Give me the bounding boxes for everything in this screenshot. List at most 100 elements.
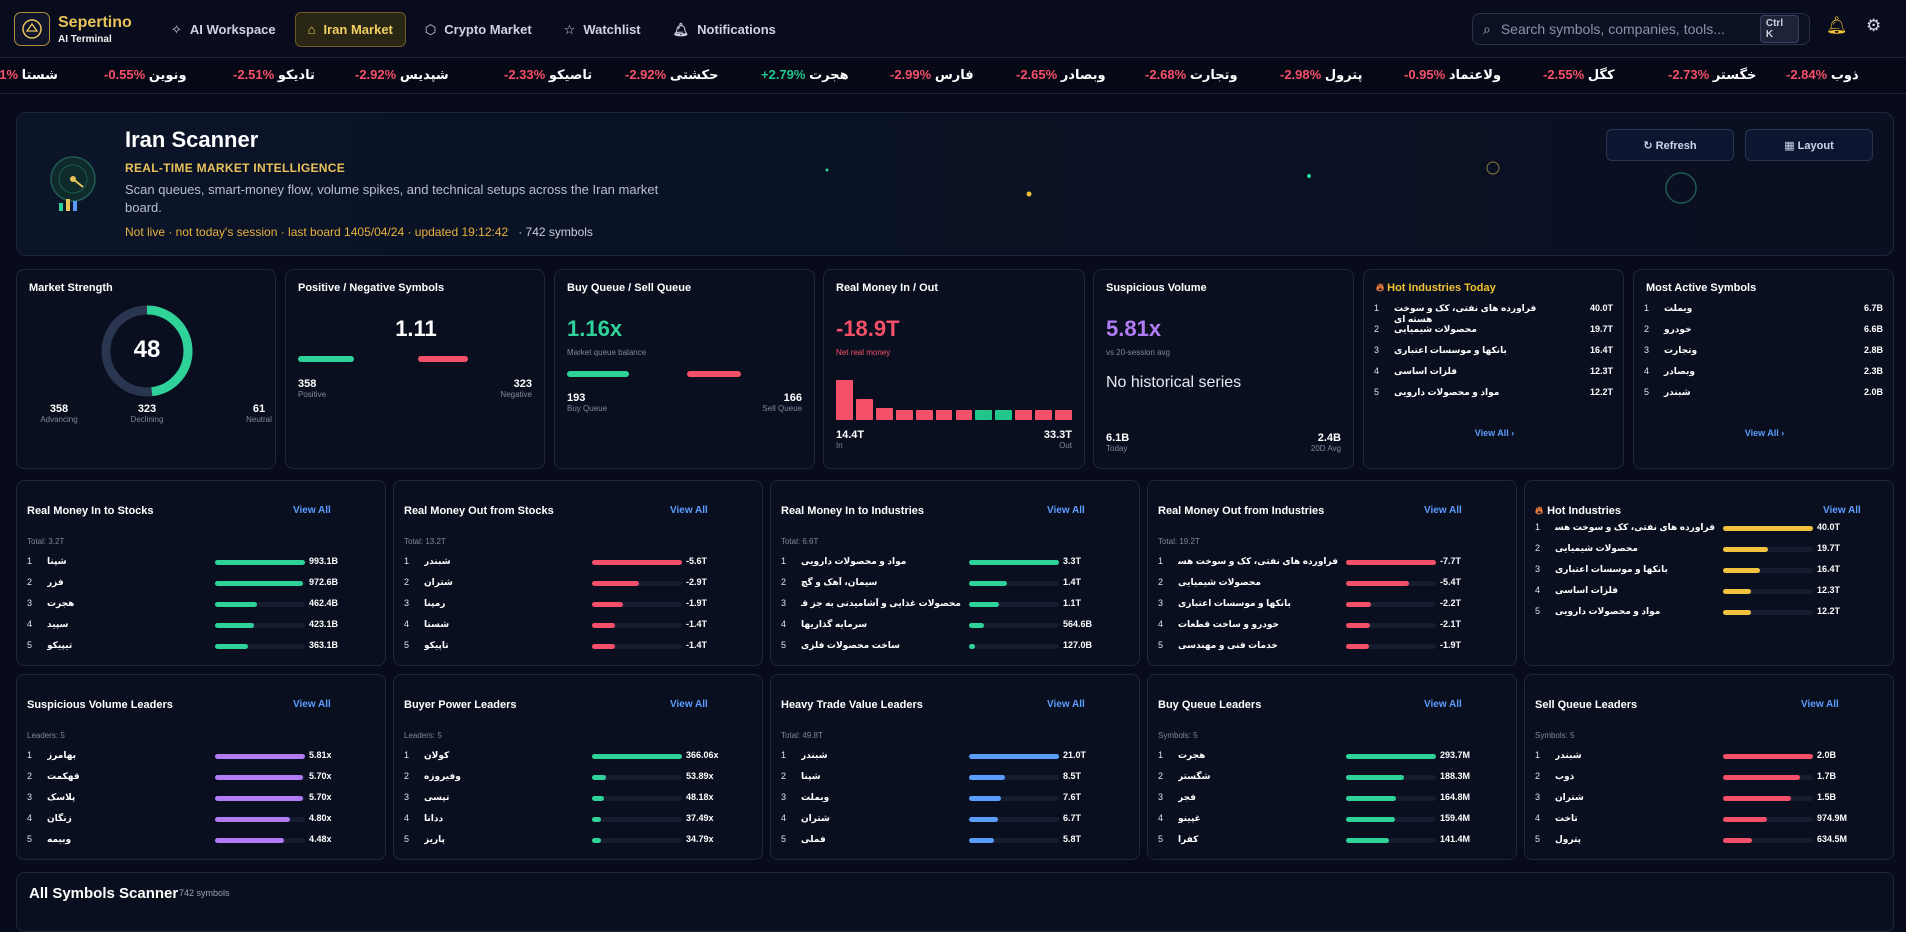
- ticker-item[interactable]: +2.79% هجرت: [761, 67, 849, 83]
- view-all-link[interactable]: View All ›: [1744, 428, 1785, 438]
- table-row[interactable]: 1 شبندر 2.0B: [1535, 749, 1873, 763]
- list-item[interactable]: 5 مواد و محصولات دارویی 12.2T: [1374, 387, 1613, 401]
- table-row[interactable]: 4 ددانا 37.49x: [404, 812, 742, 826]
- table-row[interactable]: 1 فراورده های نفتی، کک و سوخت هسته ای 40.0…: [1535, 521, 1873, 535]
- list-item[interactable]: 1 وبملت 6.7B: [1644, 303, 1883, 317]
- table-row[interactable]: 1 شبندر 21.0T: [781, 749, 1119, 763]
- table-row[interactable]: 2 ذوب 1.7B: [1535, 770, 1873, 784]
- table-row[interactable]: 4 شتران 6.7T: [781, 812, 1119, 826]
- table-row[interactable]: 1 شپنا 993.1B: [27, 555, 365, 569]
- list-item[interactable]: 3 وتجارت 2.8B: [1644, 345, 1883, 359]
- table-row[interactable]: 3 رمپنا -1.9T: [404, 597, 742, 611]
- ticker-item[interactable]: -2.33% تاصیکو: [504, 67, 592, 83]
- table-row[interactable]: 5 خدمات فنی و مهندسی -1.9T: [1158, 639, 1496, 653]
- ticker-item[interactable]: -2.92% شپدیس: [355, 67, 449, 83]
- table-row[interactable]: 3 بانکها و موسسات اعتباری -2.2T: [1158, 597, 1496, 611]
- table-row[interactable]: 1 شبندر -5.6T: [404, 555, 742, 569]
- table-row[interactable]: 5 پترول 634.5M: [1535, 833, 1873, 847]
- table-row[interactable]: 1 کولان 366.06x: [404, 749, 742, 763]
- table-row[interactable]: 5 تیپیکو 363.1B: [27, 639, 365, 653]
- view-all-link[interactable]: View All: [1801, 699, 1839, 710]
- table-row[interactable]: 4 سرمایه گذاریها 564.6B: [781, 618, 1119, 632]
- list-item[interactable]: 2 محصولات شیمیایی 19.7T: [1374, 324, 1613, 338]
- notification-bell-icon[interactable]: 🔔︎: [1826, 16, 1848, 35]
- table-row[interactable]: 3 هجرت 462.4B: [27, 597, 365, 611]
- table-row[interactable]: 5 تاپیکو -1.4T: [404, 639, 742, 653]
- table-row[interactable]: 2 شگستر 188.3M: [1158, 770, 1496, 784]
- table-row[interactable]: 3 محصولات غذایی و آشامیدنی به جز قند و شک…: [781, 597, 1119, 611]
- table-row[interactable]: 4 تاخت 974.9M: [1535, 812, 1873, 826]
- ticker-item[interactable]: -2.51% تادیکو: [233, 67, 315, 83]
- list-item[interactable]: 4 فلزات اساسی 12.3T: [1374, 366, 1613, 380]
- view-all-link[interactable]: View All: [1047, 699, 1085, 710]
- table-row[interactable]: 4 زنگان 4.80x: [27, 812, 365, 826]
- table-row[interactable]: 2 فزر 972.6B: [27, 576, 365, 590]
- table-row[interactable]: 4 غپینو 159.4M: [1158, 812, 1496, 826]
- table-row[interactable]: 5 فملی 5.8T: [781, 833, 1119, 847]
- ticker-item[interactable]: -2.55% کگل: [1543, 67, 1615, 83]
- nav-crypto-market[interactable]: ⬡ Crypto Market: [412, 12, 545, 47]
- table-row[interactable]: 4 فلزات اساسی 12.3T: [1535, 584, 1873, 598]
- table-row[interactable]: 4 خودرو و ساخت قطعات -2.1T: [1158, 618, 1496, 632]
- table-row[interactable]: 2 شپنا 8.5T: [781, 770, 1119, 784]
- ticker-item[interactable]: -2.99% فارس: [890, 67, 974, 83]
- view-all-link[interactable]: View All: [1424, 699, 1462, 710]
- view-all-link[interactable]: View All: [1047, 505, 1085, 516]
- view-all-link[interactable]: View All: [1424, 505, 1462, 516]
- view-all-link[interactable]: View All: [293, 505, 331, 516]
- table-row[interactable]: 2 شتران -2.9T: [404, 576, 742, 590]
- ticker-item[interactable]: -2.98% پترول: [1280, 67, 1362, 83]
- view-all-link[interactable]: View All: [1823, 505, 1861, 516]
- view-all-link[interactable]: View All: [670, 505, 708, 516]
- list-item[interactable]: 1 فراورده های نفتی، کک و سوخت هسته ای 40.0…: [1374, 303, 1613, 324]
- nav-iran-market[interactable]: ⌂ Iran Market: [294, 12, 406, 47]
- table-row[interactable]: 1 فراورده های نفتی، کک و سوخت هسته ای -7.7…: [1158, 555, 1496, 569]
- table-row[interactable]: 5 کفرا 141.4M: [1158, 833, 1496, 847]
- nav-ai-workspace[interactable]: ✧ AI Workspace: [158, 12, 289, 47]
- table-row[interactable]: 3 فجر 164.8M: [1158, 791, 1496, 805]
- refresh-button[interactable]: ↻ Refresh: [1606, 129, 1734, 161]
- table-row[interactable]: 3 شتران 1.5B: [1535, 791, 1873, 805]
- view-all-link[interactable]: View All: [670, 699, 708, 710]
- settings-gear-icon[interactable]: ⚙: [1866, 16, 1882, 35]
- table-row[interactable]: 5 پاریز 34.79x: [404, 833, 742, 847]
- ticker-item[interactable]: -2.68% وتجارت: [1145, 67, 1238, 83]
- table-row[interactable]: 5 ساخت محصولات فلزی 127.0B: [781, 639, 1119, 653]
- table-row[interactable]: 2 محصولات شیمیایی 19.7T: [1535, 542, 1873, 556]
- table-row[interactable]: 3 بانکها و موسسات اعتباری 16.4T: [1535, 563, 1873, 577]
- table-row[interactable]: 4 شستا -1.4T: [404, 618, 742, 632]
- ticker-item[interactable]: -2.84% ذوب: [1786, 67, 1859, 83]
- list-item[interactable]: 4 وبصادر 2.3B: [1644, 366, 1883, 380]
- table-row[interactable]: 2 وفیروزه 53.89x: [404, 770, 742, 784]
- nav-notifications[interactable]: 🔔︎ Notifications: [660, 12, 789, 47]
- ticker-item[interactable]: -2.73% خگستر: [1668, 67, 1756, 83]
- search-input[interactable]: [1500, 21, 1750, 37]
- table-row[interactable]: 5 وبیمه 4.48x: [27, 833, 365, 847]
- table-row[interactable]: 2 سیمان، آهک و گچ 1.4T: [781, 576, 1119, 590]
- ticker-item[interactable]: -0.55% ونوین: [104, 67, 187, 83]
- table-row[interactable]: 3 پلاسک 5.70x: [27, 791, 365, 805]
- view-all-link[interactable]: View All ›: [1474, 428, 1515, 438]
- ticker-item[interactable]: -0.95% ولاعتماد: [1404, 67, 1501, 83]
- table-row[interactable]: 1 بهامرز 5.81x: [27, 749, 365, 763]
- ticker-item[interactable]: -2.65% وبصادر: [1016, 67, 1106, 83]
- table-row[interactable]: 4 سپید 423.1B: [27, 618, 365, 632]
- table-row[interactable]: 2 محصولات شیمیایی -5.4T: [1158, 576, 1496, 590]
- ticker-item[interactable]: -2.92% حکشتی: [625, 67, 718, 83]
- view-all-link[interactable]: View All: [293, 699, 331, 710]
- ticker-item[interactable]: 71% شستا: [0, 67, 58, 83]
- table-row[interactable]: 5 مواد و محصولات دارویی 12.2T: [1535, 605, 1873, 619]
- table-row[interactable]: 3 وبملت 7.6T: [781, 791, 1119, 805]
- list-item[interactable]: 5 شبندر 2.0B: [1644, 387, 1883, 401]
- list-item[interactable]: 2 خودرو 6.6B: [1644, 324, 1883, 338]
- table-row[interactable]: 1 مواد و محصولات دارویی 3.3T: [781, 555, 1119, 569]
- table-row[interactable]: 3 تپسی 48.18x: [404, 791, 742, 805]
- search-box[interactable]: ⌕ Ctrl K: [1472, 13, 1810, 45]
- app-logo[interactable]: [14, 12, 50, 46]
- nav-watchlist[interactable]: ☆ Watchlist: [551, 12, 654, 47]
- list-item[interactable]: 3 بانکها و موسسات اعتباری 16.4T: [1374, 345, 1613, 359]
- table-row[interactable]: 1 هجرت 293.7M: [1158, 749, 1496, 763]
- item-value: 40.0T: [1817, 522, 1841, 532]
- layout-button[interactable]: ▦ Layout: [1745, 129, 1873, 161]
- table-row[interactable]: 2 قهکمت 5.70x: [27, 770, 365, 784]
